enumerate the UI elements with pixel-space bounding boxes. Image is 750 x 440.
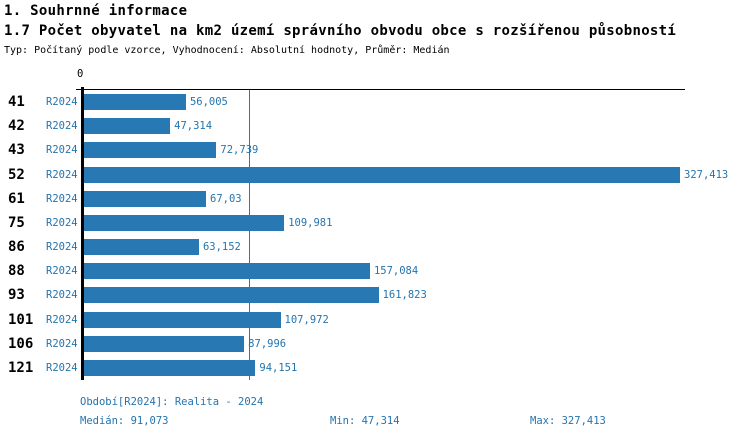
bar — [84, 335, 245, 352]
series-label: R2024 — [46, 313, 78, 326]
series-label: R2024 — [46, 96, 78, 109]
bar — [84, 359, 256, 376]
x-axis-top-line — [76, 89, 685, 90]
value-label: 157,084 — [373, 265, 419, 278]
value-label: 72,739 — [220, 144, 259, 157]
series-label: R2024 — [46, 144, 78, 157]
category-label: 93 — [8, 287, 25, 304]
footer-min: Min: 47,314 — [330, 415, 400, 427]
bar — [84, 263, 370, 280]
value-label: 107,972 — [284, 313, 329, 326]
category-label: 75 — [8, 214, 25, 231]
chart-title: 1.7 Počet obyvatel na km2 území správníh… — [4, 23, 677, 39]
value-label: 327,413 — [684, 168, 729, 181]
series-label: R2024 — [46, 241, 78, 254]
median-reference-line — [248, 90, 250, 380]
series-label: R2024 — [46, 216, 78, 229]
series-label: R2024 — [46, 120, 78, 133]
value-label: 94,151 — [259, 361, 298, 374]
series-label: R2024 — [46, 192, 78, 205]
section-title: 1. Souhrnné informace — [4, 3, 188, 19]
footer-max: Max: 327,413 — [530, 415, 606, 427]
bar — [84, 142, 217, 159]
series-label: R2024 — [46, 289, 78, 302]
category-label: 101 — [8, 311, 34, 328]
bar — [84, 190, 207, 207]
bar — [84, 239, 199, 256]
series-label: R2024 — [46, 168, 78, 181]
bar — [84, 166, 680, 183]
bar — [84, 214, 285, 231]
chart-subtitle: Typ: Počítaný podle vzorce, Vyhodnocení:… — [4, 45, 450, 56]
category-label: 43 — [8, 142, 25, 159]
category-label: 106 — [8, 335, 34, 352]
category-label: 86 — [8, 239, 25, 256]
value-label: 87,996 — [248, 337, 287, 350]
category-label: 41 — [8, 94, 25, 111]
value-label: 47,314 — [174, 120, 213, 133]
y-axis-line — [81, 87, 84, 380]
category-label: 88 — [8, 263, 25, 280]
category-label: 61 — [8, 190, 25, 207]
series-label: R2024 — [46, 361, 78, 374]
footer-period: Období[R2024]: Realita - 2024 — [80, 396, 264, 408]
bar — [84, 94, 186, 111]
bar — [84, 118, 171, 135]
footer-median: Medián: 91,073 — [80, 415, 169, 427]
value-label: 109,981 — [288, 216, 333, 229]
x-axis-zero-tick-label: 0 — [77, 68, 84, 80]
bar — [84, 287, 379, 304]
series-label: R2024 — [46, 337, 78, 350]
category-label: 121 — [8, 359, 34, 376]
value-label: 63,152 — [202, 241, 241, 254]
bar — [84, 311, 281, 328]
value-label: 56,005 — [189, 96, 228, 109]
category-label: 42 — [8, 118, 25, 135]
series-label: R2024 — [46, 265, 78, 278]
value-label: 161,823 — [382, 289, 427, 302]
category-label: 52 — [8, 166, 25, 183]
value-label: 67,03 — [210, 192, 242, 205]
